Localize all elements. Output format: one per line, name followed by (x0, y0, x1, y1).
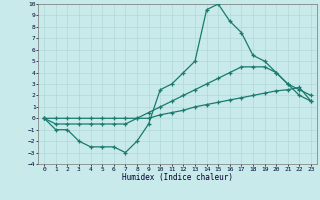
X-axis label: Humidex (Indice chaleur): Humidex (Indice chaleur) (122, 173, 233, 182)
